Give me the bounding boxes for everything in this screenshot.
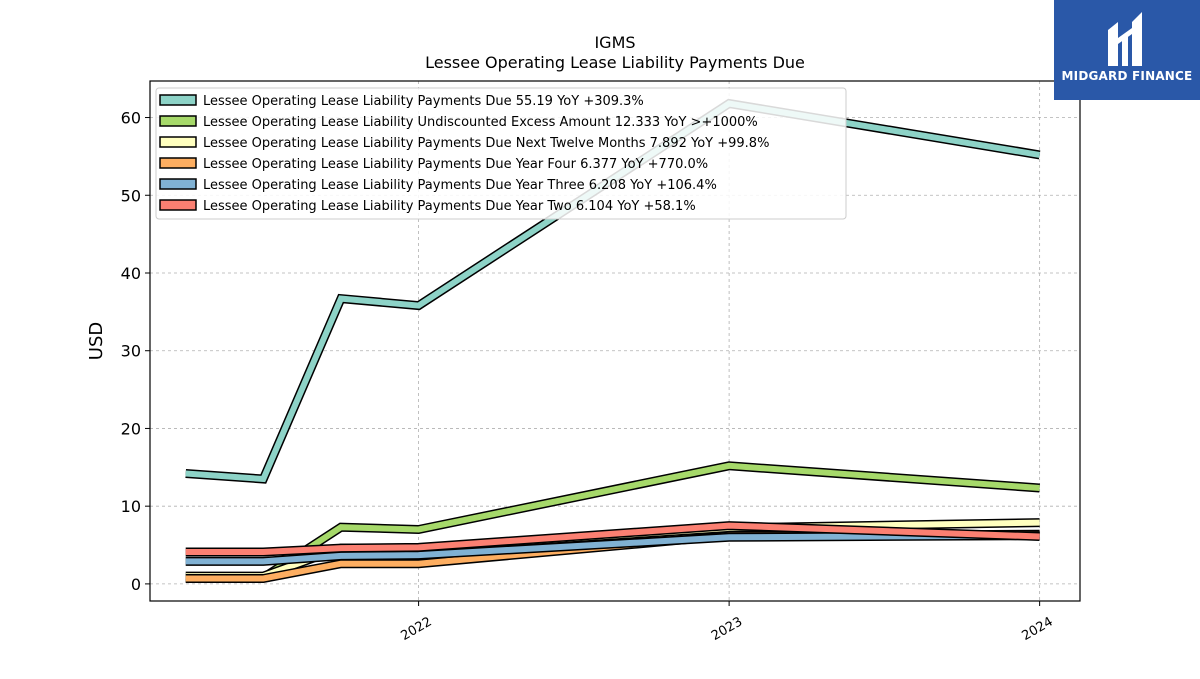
legend-entry: Lessee Operating Lease Liability Payment…: [159, 94, 644, 109]
x-axis-ticks: 2022 2023 2024: [398, 601, 1056, 644]
legend-entry: Lessee Operating Lease Liability Payment…: [159, 178, 717, 193]
legend-label: Lessee Operating Lease Liability Payment…: [203, 94, 644, 109]
legend-label: Lessee Operating Lease Liability Payment…: [203, 199, 696, 214]
brand-logo-text: MIDGARD FINANCE: [1061, 69, 1193, 83]
legend-swatch: [159, 178, 197, 190]
y-axis-label: USD: [86, 322, 107, 360]
x-tick-label: 2023: [709, 614, 745, 644]
legend-entry: Lessee Operating Lease Liability Payment…: [159, 199, 696, 214]
y-axis-ticks: 0 10 20 30 40 50 60: [121, 109, 150, 594]
y-tick-label: 0: [131, 575, 141, 594]
legend-entry: Lessee Operating Lease Liability Payment…: [159, 157, 708, 172]
legend-entry: Lessee Operating Lease Liability Undisco…: [159, 115, 758, 130]
series-lines: [185, 98, 1041, 583]
series-line-stroke: [185, 532, 1040, 565]
y-tick-label: 50: [121, 186, 141, 205]
legend-swatch: [159, 199, 197, 211]
series-line-5: [185, 531, 1040, 566]
y-tick-label: 40: [121, 264, 141, 283]
midgard-logo-icon: [1108, 12, 1142, 66]
series-line-stroke: [185, 522, 1040, 555]
legend-label: Lessee Operating Lease Liability Payment…: [203, 178, 717, 193]
legend-swatch: [159, 94, 197, 106]
legend-label: Lessee Operating Lease Liability Payment…: [203, 136, 769, 151]
legend-box: [155, 87, 847, 220]
legend-swatch: [159, 157, 197, 169]
brand-logo: MIDGARD FINANCE: [1054, 0, 1200, 100]
y-tick-label: 30: [121, 342, 141, 361]
legend-entry: Lessee Operating Lease Liability Payment…: [159, 136, 769, 151]
x-tick-label: 2024: [1019, 614, 1055, 644]
legend-swatch: [159, 115, 197, 127]
y-tick-label: 60: [121, 109, 141, 128]
y-tick-label: 20: [121, 419, 141, 438]
plot-area-border: [149, 80, 1081, 602]
chart-title: Lessee Operating Lease Liability Payment…: [425, 53, 805, 72]
chart-ticker: IGMS: [594, 33, 635, 52]
y-tick-label: 10: [121, 497, 141, 516]
legend-swatch: [159, 136, 197, 148]
legend-label: Lessee Operating Lease Liability Payment…: [203, 157, 708, 172]
series-line-6: [185, 521, 1040, 557]
x-tick-label: 2022: [398, 614, 434, 644]
chart-legend: Lessee Operating Lease Liability Payment…: [155, 87, 847, 220]
legend-label: Lessee Operating Lease Liability Undisco…: [203, 115, 758, 130]
